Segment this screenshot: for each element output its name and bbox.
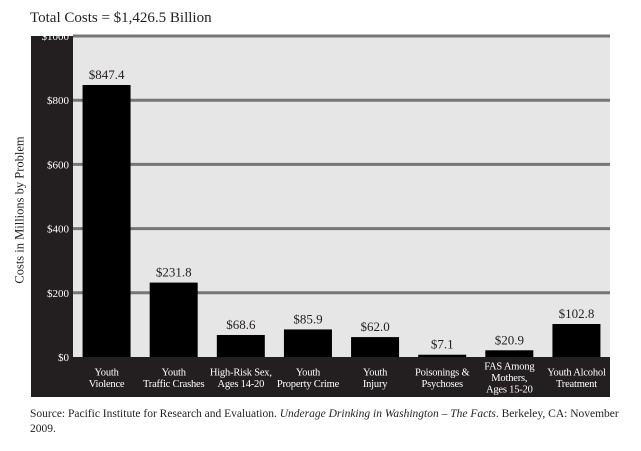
data-label: $7.1	[431, 337, 454, 352]
bar	[82, 84, 131, 358]
data-label: $847.4	[89, 67, 125, 82]
x-tick-label: FAS Among	[484, 362, 535, 373]
data-label: $68.6	[226, 317, 256, 332]
bar	[149, 282, 198, 357]
source-suffix: . Berkeley, CA: November 2009.	[30, 408, 619, 435]
x-tick-label: Youth	[94, 367, 119, 378]
bar	[216, 334, 265, 357]
y-tick-label: $1000	[42, 31, 70, 43]
x-tick-label: Poisonings &	[415, 367, 470, 378]
x-tick-label: Youth Alcohol	[547, 367, 606, 378]
bar	[283, 329, 332, 357]
bar	[552, 324, 601, 357]
x-tick-label: Ages 14-20	[217, 379, 264, 390]
x-tick-label: High-Risk Sex,	[210, 367, 272, 378]
x-tick-label: Mothers,	[491, 373, 527, 384]
bar	[418, 354, 467, 357]
x-tick-label: Property Crime	[277, 379, 340, 390]
data-label: $85.9	[293, 311, 322, 326]
y-tick-label: $200	[47, 288, 70, 300]
bar	[485, 350, 534, 357]
data-label: $102.8	[559, 306, 595, 321]
y-tick-label: $0	[58, 352, 70, 364]
source-prefix: Source: Pacific Institute for Research a…	[30, 408, 280, 420]
total-costs-label: Total Costs = $1,426.5 Billion	[30, 10, 212, 26]
x-tick-label: Youth	[296, 367, 321, 378]
y-tick-label: $600	[47, 159, 70, 171]
data-label: $231.8	[156, 265, 192, 280]
y-axis-band	[31, 36, 73, 397]
x-axis-band	[31, 357, 610, 397]
x-tick-label: Youth	[162, 367, 187, 378]
x-tick-label: Psychoses	[422, 379, 463, 390]
y-tick-label: $800	[47, 95, 70, 107]
x-tick-label: Treatment	[556, 379, 597, 390]
data-label: $20.9	[495, 332, 524, 347]
x-tick-label: Violence	[89, 379, 125, 390]
x-tick-label: Injury	[363, 379, 388, 390]
source-title: Underage Drinking in Washington – The Fa…	[279, 408, 496, 420]
bar	[351, 337, 400, 357]
source-citation: Source: Pacific Institute for Research a…	[30, 407, 620, 437]
x-tick-label: Traffic Crashes	[143, 379, 205, 390]
x-tick-label: Youth	[363, 367, 388, 378]
y-tick-label: $400	[47, 224, 70, 236]
x-tick-label: Ages 15-20	[486, 385, 533, 396]
data-label: $62.0	[360, 319, 389, 334]
